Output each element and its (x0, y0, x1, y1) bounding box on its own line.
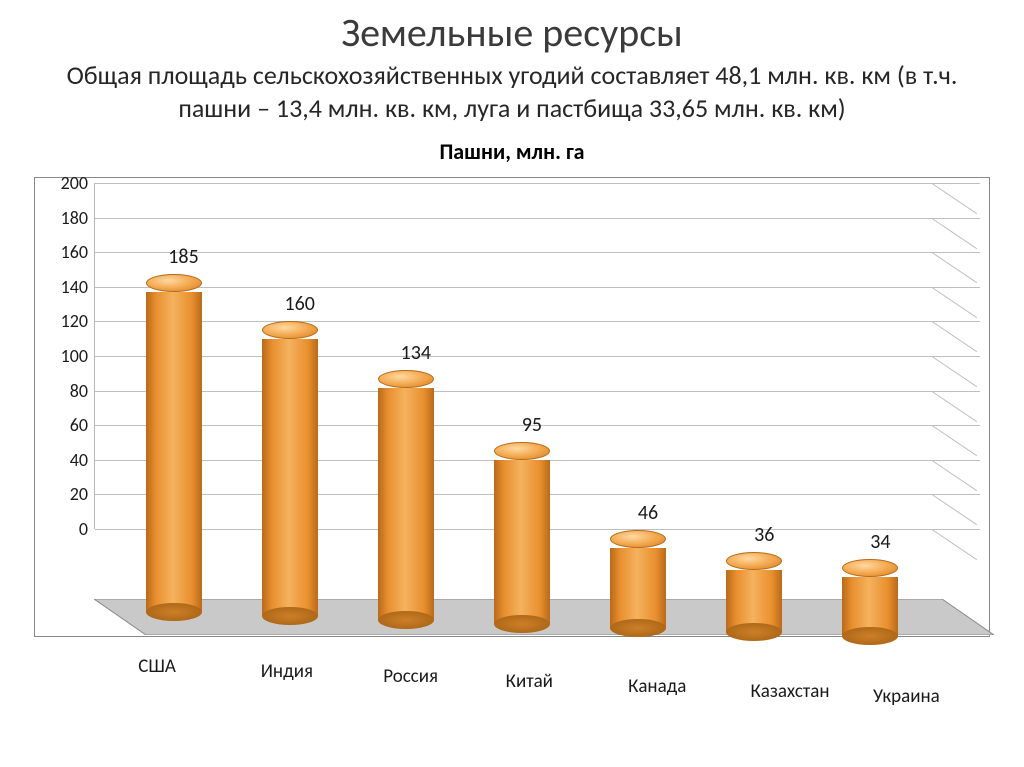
bar-body (262, 339, 318, 616)
x-tick-label: Индия (261, 660, 313, 683)
y-axis-labels: 020406080100120140160180200 (42, 177, 88, 637)
bar-value-label: 160 (262, 292, 338, 330)
bar-value-label: 46 (610, 501, 686, 539)
y-tick-label: 0 (79, 518, 88, 540)
bar-body (146, 292, 202, 612)
x-tick-label: Китай (506, 670, 553, 693)
bar-body (378, 388, 434, 620)
y-tick-label: 200 (61, 172, 88, 194)
page-subtitle: Общая площадь сельскохозяйственных угоди… (60, 59, 964, 124)
bar-value-label: 95 (494, 413, 570, 451)
chart-area: 020406080100120140160180200 185160134954… (34, 177, 990, 707)
bar-value-label: 36 (726, 523, 802, 561)
y-tick-label: 80 (70, 380, 88, 402)
x-tick-label: Казахстан (751, 680, 830, 703)
y-tick-label: 140 (61, 276, 88, 298)
chart-title: Пашни, млн. га (0, 138, 1024, 165)
slide-header: Земельные ресурсы Общая площадь сельскох… (0, 0, 1024, 128)
bar-value-label: 134 (378, 341, 454, 379)
y-tick-label: 100 (61, 345, 88, 367)
x-tick-label: Россия (383, 665, 438, 688)
y-tick-label: 60 (70, 414, 88, 436)
y-tick-label: 20 (70, 483, 88, 505)
bar-value-label: 185 (146, 245, 222, 283)
x-axis-labels: США Индия Россия Китай Канада Казахстан Украин… (94, 611, 980, 707)
x-tick-label: Украина (873, 685, 940, 708)
x-tick-label: США (138, 655, 176, 678)
page-title: Земельные ресурсы (60, 8, 964, 57)
y-tick-label: 180 (61, 207, 88, 229)
bar-cylinder: 160 (262, 330, 318, 625)
y-tick-label: 120 (61, 310, 88, 332)
bar-cylinder: 134 (378, 379, 434, 629)
y-tick-label: 160 (61, 241, 88, 263)
bars-container: 185 160 134 95 46 36 34 (94, 183, 932, 599)
y-tick-label: 40 (70, 449, 88, 471)
x-tick-label: Канада (628, 675, 686, 698)
bar-cylinder: 185 (146, 283, 202, 621)
bar-body (494, 460, 550, 624)
bar-value-label: 34 (842, 530, 918, 568)
bar-cylinder: 95 (494, 451, 550, 633)
